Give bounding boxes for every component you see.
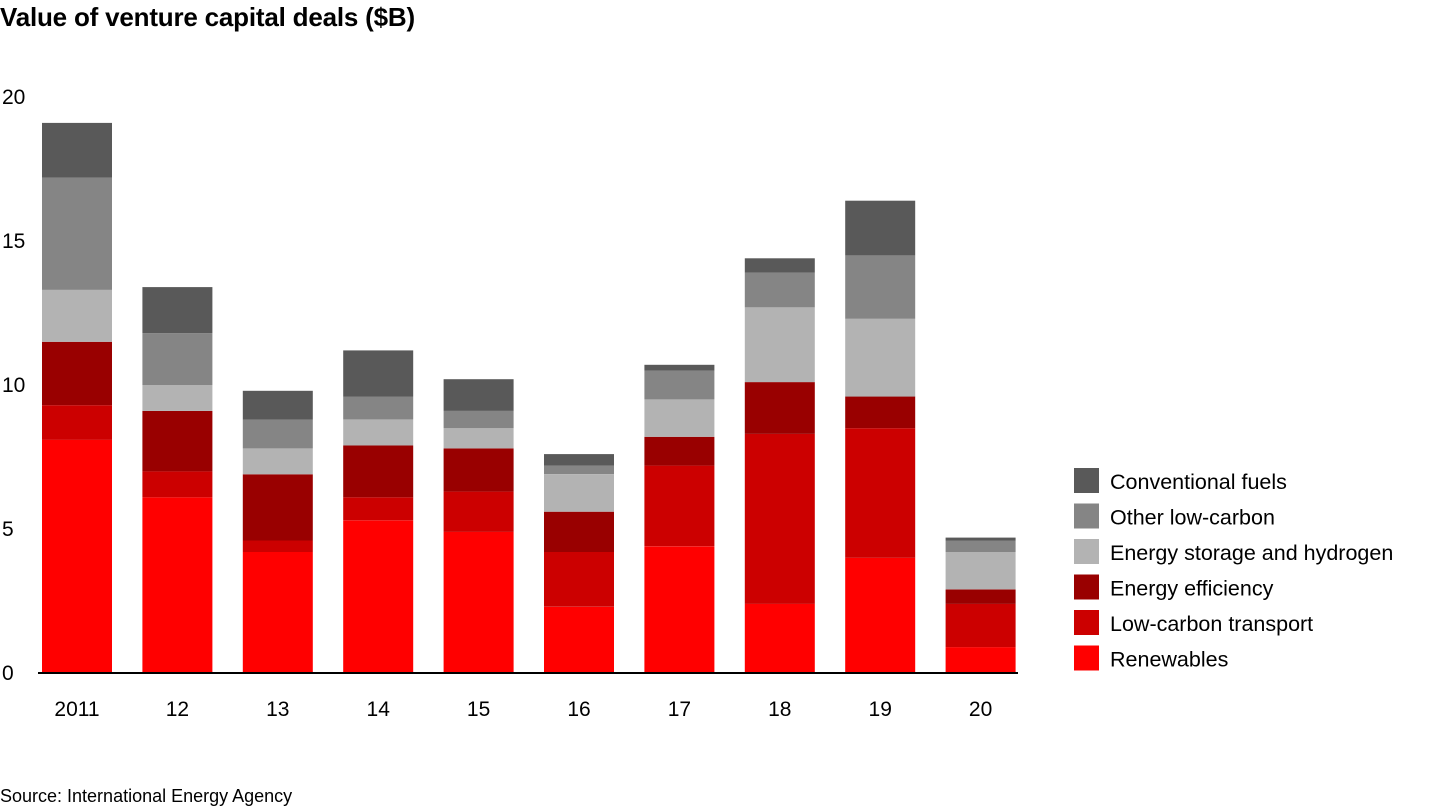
legend-swatch-renewables xyxy=(1074,645,1099,671)
x-tick-label-18: 18 xyxy=(768,698,791,721)
bar-segment-conventional-fuels-19 xyxy=(845,200,916,256)
bar-segment-energy-storage-and-hydrogen-14 xyxy=(343,419,414,446)
bar-segment-low-carbon-transport-17 xyxy=(644,465,715,547)
bar-segment-energy-efficiency-13 xyxy=(242,474,313,541)
bar-segment-energy-efficiency-16 xyxy=(544,511,614,552)
bar-segment-conventional-fuels-15 xyxy=(443,379,514,411)
x-tick-label-12: 12 xyxy=(166,698,189,721)
bar-segment-conventional-fuels-18 xyxy=(744,258,815,273)
bar-segment-energy-storage-and-hydrogen-17 xyxy=(644,399,715,437)
bar-segment-energy-efficiency-17 xyxy=(644,436,715,466)
bar-segment-renewables-15 xyxy=(443,531,514,673)
bar-segment-other-low-carbon-12 xyxy=(142,333,213,385)
bar-segment-energy-storage-and-hydrogen-15 xyxy=(443,428,514,449)
bar-segment-energy-storage-and-hydrogen-13 xyxy=(242,448,313,475)
bar-segment-energy-efficiency-2011 xyxy=(42,341,112,406)
legend: Conventional fuels Other low-carbon Energy… xyxy=(1074,468,1393,672)
x-tick-label-13: 13 xyxy=(266,698,289,721)
bar-segment-energy-storage-and-hydrogen-19 xyxy=(845,318,916,397)
bar-segment-renewables-16 xyxy=(544,606,614,673)
bar-segment-conventional-fuels-14 xyxy=(343,350,414,397)
y-tick-label-20: 20 xyxy=(2,86,25,109)
bar-segment-other-low-carbon-20 xyxy=(945,540,1016,552)
bar-segment-energy-storage-and-hydrogen-2011 xyxy=(42,290,112,342)
bar-segment-energy-storage-and-hydrogen-16 xyxy=(544,474,614,512)
bar-segment-energy-efficiency-20 xyxy=(945,589,1016,604)
legend-label-other-low-carbon: Other low-carbon xyxy=(1110,506,1275,530)
x-tick-label-16: 16 xyxy=(567,698,590,721)
y-axis-tick-labels: 0 5 10 15 20 xyxy=(2,86,25,685)
bar-segment-conventional-fuels-13 xyxy=(242,390,313,420)
bar-segment-low-carbon-transport-2011 xyxy=(42,405,112,440)
bar-segment-other-low-carbon-2011 xyxy=(42,177,112,290)
bar-segment-other-low-carbon-13 xyxy=(242,419,313,449)
bar-segment-other-low-carbon-15 xyxy=(443,410,514,429)
bar-segment-low-carbon-transport-18 xyxy=(744,434,815,604)
bar-segment-low-carbon-transport-16 xyxy=(544,552,614,607)
bar-segment-other-low-carbon-14 xyxy=(343,396,414,420)
bar-segment-renewables-13 xyxy=(242,552,313,673)
x-tick-label-15: 15 xyxy=(467,698,490,721)
bar-segment-energy-storage-and-hydrogen-18 xyxy=(744,307,815,383)
bar-segment-low-carbon-transport-15 xyxy=(443,491,514,532)
bar-segment-renewables-17 xyxy=(644,546,715,673)
y-tick-label-15: 15 xyxy=(2,230,25,253)
bar-segment-energy-efficiency-14 xyxy=(343,445,414,498)
y-tick-label-5: 5 xyxy=(2,518,14,541)
bar-segment-other-low-carbon-17 xyxy=(644,370,715,400)
chart-title: Value of venture capital deals ($B) xyxy=(0,2,415,32)
bar-segment-renewables-18 xyxy=(744,603,815,673)
legend-swatch-energy-efficiency xyxy=(1074,574,1099,600)
legend-label-renewables: Renewables xyxy=(1110,648,1228,672)
bar-segment-conventional-fuels-12 xyxy=(142,287,213,334)
bar-segment-other-low-carbon-19 xyxy=(845,255,916,319)
bar-segment-conventional-fuels-17 xyxy=(644,364,715,371)
bar-segment-conventional-fuels-2011 xyxy=(42,122,112,178)
source-note: Source: International Energy Agency xyxy=(0,786,293,806)
bar-segment-energy-efficiency-19 xyxy=(845,396,916,429)
legend-label-energy-storage-and-hydrogen: Energy storage and hydrogen xyxy=(1110,541,1393,565)
bar-segment-energy-efficiency-15 xyxy=(443,448,514,492)
legend-swatch-conventional-fuels xyxy=(1074,468,1099,493)
bar-segment-other-low-carbon-18 xyxy=(744,272,815,308)
bar-segment-energy-efficiency-12 xyxy=(142,410,213,472)
x-tick-label-20: 20 xyxy=(969,698,992,721)
bars-layer xyxy=(42,122,1016,673)
bar-segment-energy-storage-and-hydrogen-20 xyxy=(945,552,1016,590)
legend-label-conventional-fuels: Conventional fuels xyxy=(1110,470,1287,494)
y-tick-label-0: 0 xyxy=(2,662,14,685)
bar-segment-low-carbon-transport-13 xyxy=(242,540,313,552)
bar-segment-energy-efficiency-18 xyxy=(744,382,815,434)
x-tick-label-17: 17 xyxy=(668,698,691,721)
bar-segment-renewables-14 xyxy=(343,520,414,673)
legend-swatch-energy-storage-and-hydrogen xyxy=(1074,539,1099,564)
bar-segment-renewables-12 xyxy=(142,497,213,673)
x-tick-label-14: 14 xyxy=(367,698,391,721)
legend-label-low-carbon-transport: Low-carbon transport xyxy=(1110,612,1313,636)
legend-label-energy-efficiency: Energy efficiency xyxy=(1110,577,1274,601)
x-axis-tick-labels: 2011 12 13 14 15 16 17 18 19 20 xyxy=(54,698,992,721)
bar-segment-renewables-19 xyxy=(845,557,916,673)
y-tick-label-10: 10 xyxy=(2,374,25,397)
bar-segment-other-low-carbon-16 xyxy=(544,465,614,475)
bar-segment-conventional-fuels-20 xyxy=(945,537,1016,541)
bar-segment-low-carbon-transport-19 xyxy=(845,428,916,558)
bar-segment-renewables-20 xyxy=(945,647,1016,673)
bar-segment-low-carbon-transport-20 xyxy=(945,603,1016,648)
x-tick-label-2011: 2011 xyxy=(54,698,99,721)
bar-segment-energy-storage-and-hydrogen-12 xyxy=(142,385,213,411)
bar-segment-low-carbon-transport-12 xyxy=(142,471,213,498)
bar-segment-renewables-2011 xyxy=(42,439,112,673)
bar-segment-conventional-fuels-16 xyxy=(544,454,614,466)
bar-segment-low-carbon-transport-14 xyxy=(343,497,414,521)
x-tick-label-19: 19 xyxy=(869,698,892,721)
legend-swatch-low-carbon-transport xyxy=(1074,610,1099,635)
legend-swatch-other-low-carbon xyxy=(1074,503,1099,529)
